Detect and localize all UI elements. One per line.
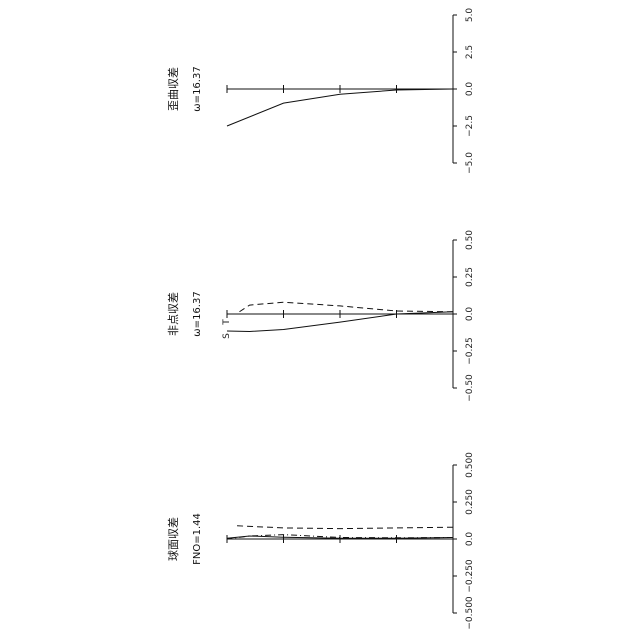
tick-label: 0.250 <box>465 489 475 515</box>
series-label-T: T <box>222 319 232 326</box>
tick-label: 2.5 <box>465 45 475 59</box>
chart-title: 歪曲収差 <box>166 67 180 111</box>
series-line-T <box>236 302 453 314</box>
tick-label: −0.250 <box>465 559 475 593</box>
chart-title: 球面収差 <box>166 517 180 561</box>
tick-label: 0.0 <box>465 532 475 547</box>
panel-1: 5.0 2.5 0.0 −2.5 −5.0 歪曲収差 ω=16.37 <box>166 8 475 174</box>
tick-label: 0.25 <box>465 267 475 287</box>
tick-label: −0.500 <box>465 596 475 630</box>
tick-label: 0.0 <box>465 307 475 322</box>
chart-subtitle: ω=16.37 <box>192 66 203 111</box>
chart-subtitle: ω=16.37 <box>192 291 203 336</box>
tick-label: 5.0 <box>465 8 475 23</box>
tick-label: −5.0 <box>465 152 475 174</box>
tick-label: 0.50 <box>465 230 475 250</box>
panel-3: 0.500 0.250 0.0 −0.250 −0.500 球面収差 FNO=1.44 <box>166 452 475 630</box>
tick-label: −0.25 <box>465 337 475 365</box>
tick-label: 0.0 <box>465 82 475 97</box>
tick-label: 0.500 <box>465 452 475 478</box>
tick-label: −0.50 <box>465 374 475 402</box>
series-line-2 <box>236 526 453 529</box>
chart-subtitle: FNO=1.44 <box>192 513 203 565</box>
tick-label: −2.5 <box>465 115 475 137</box>
series-line-1 <box>227 89 453 126</box>
series-label-S: S <box>222 333 232 339</box>
chart-title: 非点収差 <box>166 292 180 336</box>
panel-2: 0.50 0.25 0.0 −0.25 −0.50 S T 非点収差 ω=16.37 <box>166 230 475 402</box>
